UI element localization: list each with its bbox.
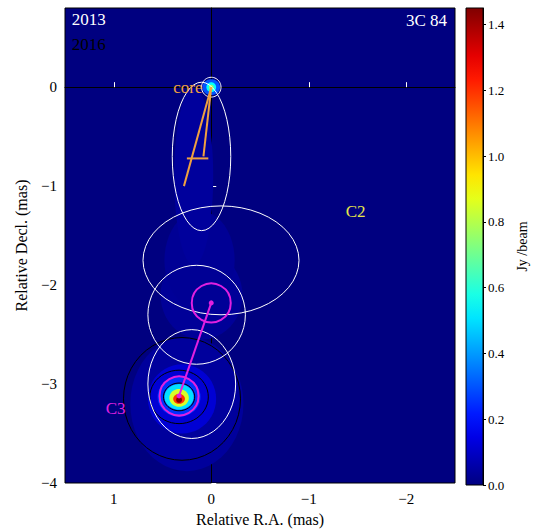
svg-text:Jy /beam: Jy /beam	[515, 221, 530, 271]
svg-text:0.6: 0.6	[488, 280, 505, 295]
svg-text:−1: −1	[301, 491, 317, 507]
svg-text:C3: C3	[106, 399, 126, 418]
svg-text:−2: −2	[398, 491, 414, 507]
svg-text:Relative Decl. (mas): Relative Decl. (mas)	[13, 180, 31, 312]
svg-text:0.0: 0.0	[488, 478, 504, 493]
svg-text:Relative R.A. (mas): Relative R.A. (mas)	[196, 511, 324, 529]
svg-text:1.2: 1.2	[488, 83, 504, 98]
svg-text:1: 1	[110, 491, 118, 507]
svg-text:2013: 2013	[72, 10, 106, 29]
svg-text:−3: −3	[41, 376, 57, 392]
svg-text:−2: −2	[41, 277, 57, 293]
svg-text:2016: 2016	[72, 35, 106, 54]
svg-text:0: 0	[50, 79, 58, 95]
svg-text:0.4: 0.4	[488, 346, 505, 361]
svg-text:−1: −1	[41, 178, 57, 194]
svg-text:0: 0	[208, 491, 216, 507]
svg-text:0.8: 0.8	[488, 214, 504, 229]
svg-text:3C 84: 3C 84	[406, 11, 448, 30]
svg-text:1.0: 1.0	[488, 149, 504, 164]
svg-text:−4: −4	[41, 475, 57, 491]
svg-text:C2: C2	[346, 202, 366, 221]
svg-text:0.2: 0.2	[488, 412, 504, 427]
svg-text:core: core	[173, 78, 202, 97]
svg-text:1.4: 1.4	[488, 17, 505, 32]
